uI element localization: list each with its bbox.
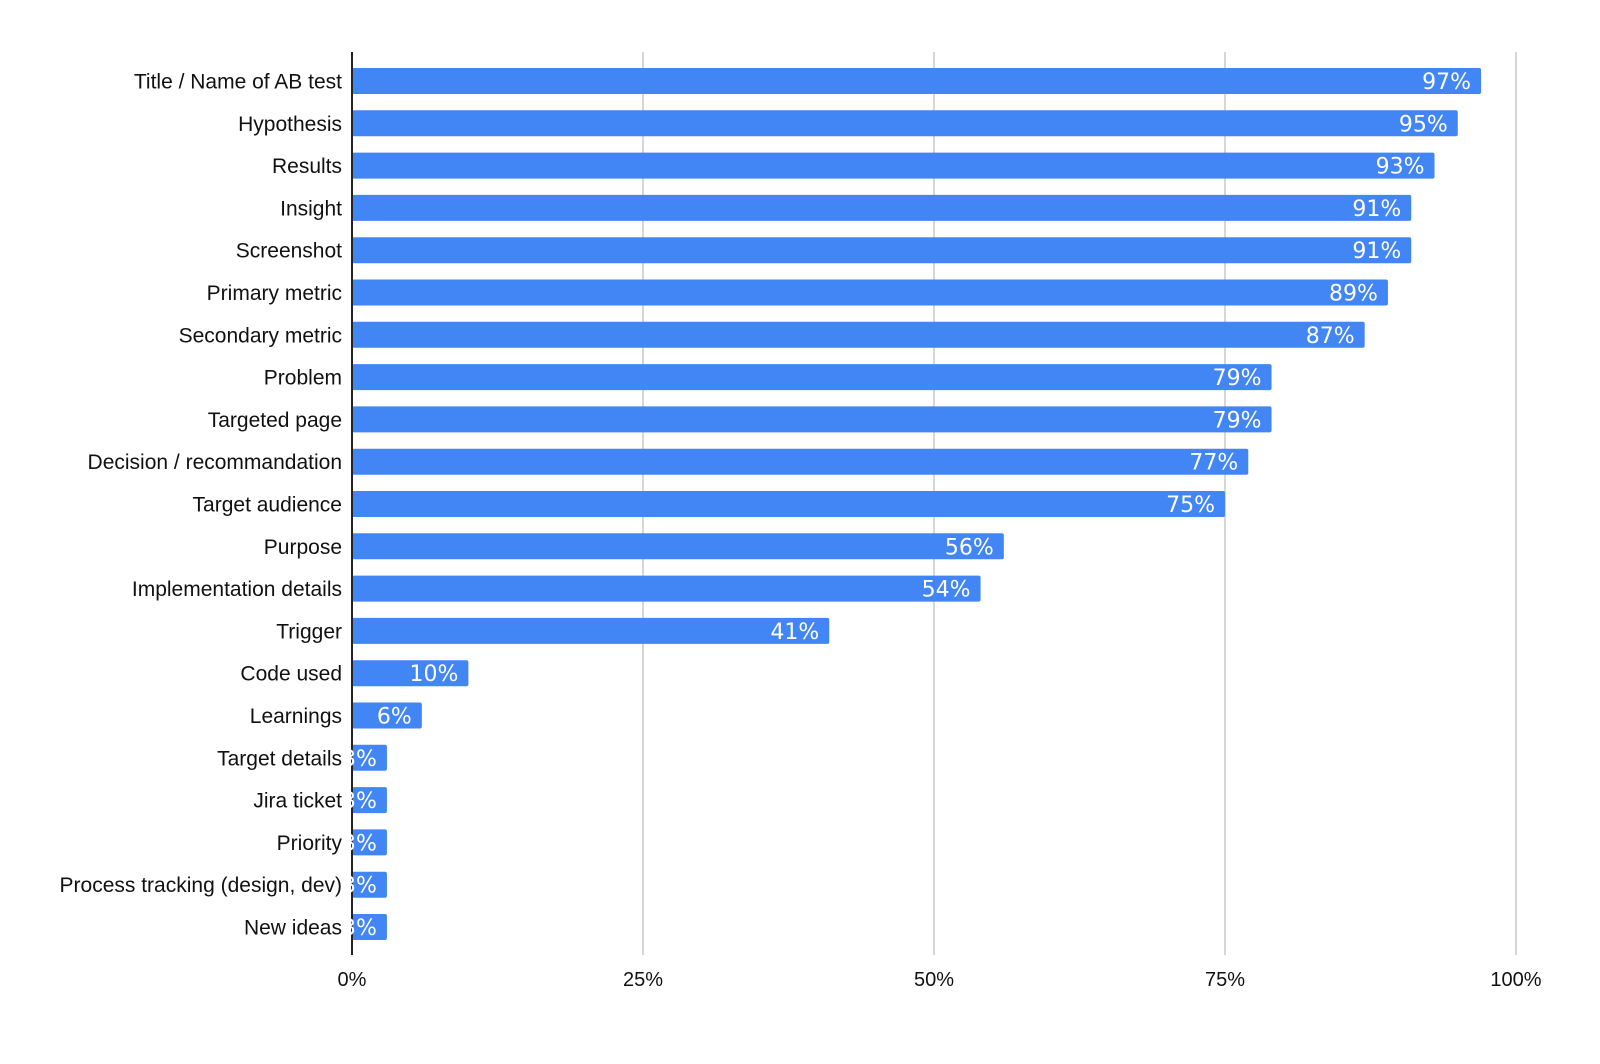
bar: [352, 744, 387, 771]
category-label: Jira ticket: [253, 790, 342, 813]
data-label: 56%: [945, 535, 994, 560]
bar: [352, 660, 469, 687]
data-label: 3%: [342, 831, 377, 856]
category-label: Hypothesis: [238, 113, 342, 136]
x-tick-label: 25%: [623, 969, 663, 991]
x-tick-label: 100%: [1490, 969, 1541, 991]
bar: [352, 194, 1412, 221]
bar: [352, 110, 1458, 137]
category-label: Primary metric: [207, 282, 342, 305]
category-label: Implementation details: [132, 578, 342, 601]
data-label: 91%: [1352, 197, 1401, 222]
data-label: 97%: [1422, 70, 1471, 95]
category-label: Targeted page: [208, 409, 342, 432]
bar: [352, 914, 387, 940]
bar: [352, 829, 387, 856]
data-label: 6%: [377, 705, 412, 730]
x-tick-label: 50%: [914, 969, 954, 991]
bar: [352, 491, 1225, 517]
bar: [352, 575, 981, 602]
category-label: Problem: [264, 367, 342, 390]
data-label: 95%: [1399, 112, 1448, 137]
category-label: Code used: [240, 663, 342, 686]
category-label: Decision / recommandation: [88, 451, 342, 474]
data-label: 87%: [1306, 324, 1355, 349]
category-label: Learnings: [250, 705, 342, 728]
category-label: Insight: [280, 197, 342, 220]
bar: [352, 321, 1365, 348]
data-label: 3%: [342, 874, 377, 899]
category-label: Results: [272, 155, 342, 178]
bar: [352, 279, 1388, 306]
bar: [352, 448, 1249, 475]
bar: [352, 364, 1272, 391]
category-label: Secondary metric: [179, 324, 342, 347]
data-label: 93%: [1376, 155, 1425, 180]
category-label: Screenshot: [236, 240, 342, 263]
bar: [352, 68, 1482, 94]
bars: [352, 68, 1482, 940]
category-label: Trigger: [276, 620, 342, 643]
x-tick-label: 0%: [338, 969, 367, 991]
bar: [352, 617, 830, 644]
bar: [352, 406, 1272, 433]
data-label: 91%: [1352, 239, 1401, 264]
x-tick-label: 75%: [1205, 969, 1245, 991]
data-label: 3%: [342, 916, 377, 941]
data-label: 3%: [342, 747, 377, 772]
data-label: 89%: [1329, 282, 1378, 307]
category-label: Purpose: [264, 536, 342, 559]
bar: [352, 152, 1435, 179]
data-label: 77%: [1189, 451, 1238, 476]
category-label: Target audience: [193, 494, 342, 517]
data-label: 54%: [922, 578, 971, 603]
bar: [352, 702, 422, 729]
data-label: 79%: [1213, 408, 1262, 433]
bar: [352, 787, 387, 814]
category-label: Process tracking (design, dev): [60, 874, 342, 897]
data-label: 3%: [342, 789, 377, 814]
category-label: New ideas: [244, 917, 342, 940]
data-label: 75%: [1166, 493, 1215, 518]
data-label: 10%: [409, 662, 458, 687]
category-label: Title / Name of AB test: [134, 71, 342, 94]
bar: [352, 533, 1004, 560]
data-label: 41%: [770, 620, 819, 645]
data-label: 79%: [1213, 366, 1262, 391]
category-label: Target details: [217, 747, 342, 770]
bar: [352, 871, 387, 898]
bar: [352, 237, 1412, 264]
labels: 0% 25% 50% 75% 100% Title / Name of AB test 97…: [60, 70, 1542, 991]
category-label: Priority: [277, 832, 343, 855]
